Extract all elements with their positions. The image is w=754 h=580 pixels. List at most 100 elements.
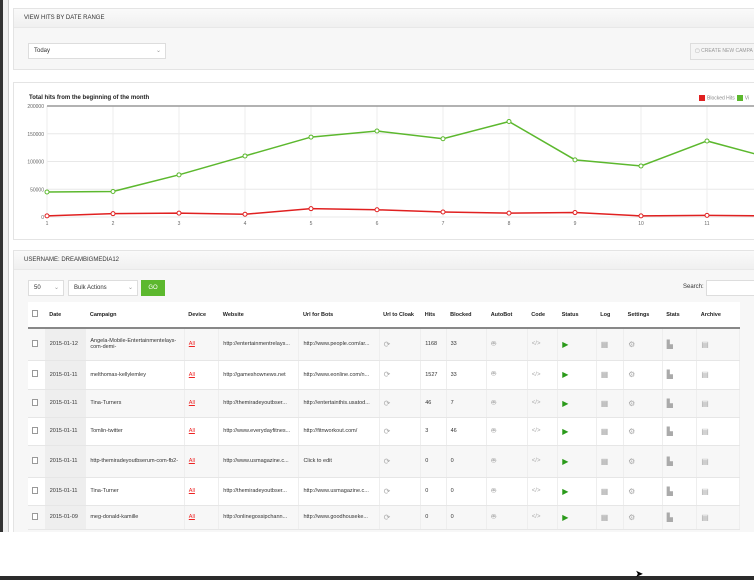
log-icon[interactable]: ▦ — [600, 456, 609, 466]
bar-chart-icon[interactable]: ▙ — [666, 486, 673, 496]
column-header[interactable]: Blocked — [446, 302, 487, 329]
refresh-icon[interactable]: ⟳ — [383, 512, 391, 522]
website-cell[interactable]: http://themiradeyoutbser... — [218, 389, 300, 418]
website-cell[interactable]: http://themiradeyoutbser... — [218, 477, 300, 506]
code-icon[interactable]: </> — [531, 341, 541, 348]
column-header[interactable]: Device — [184, 302, 219, 329]
url-bots-cell[interactable]: http://www.eonline.com/n... — [298, 360, 380, 390]
gear-icon[interactable]: ⚙ — [628, 512, 636, 522]
android-icon[interactable]: 🤖︎ — [491, 338, 496, 348]
gear-icon[interactable]: ⚙ — [628, 426, 636, 436]
android-icon[interactable]: 🤖︎ — [491, 369, 496, 378]
archive-icon[interactable]: ▤ — [701, 456, 709, 466]
go-button[interactable]: GO — [141, 280, 165, 296]
bar-chart-icon[interactable]: ▙ — [666, 456, 673, 466]
play-icon[interactable]: ▶ — [562, 398, 569, 408]
archive-icon[interactable]: ▤ — [701, 339, 709, 349]
refresh-icon[interactable]: ⟳ — [383, 426, 391, 436]
refresh-icon[interactable]: ⟳ — [383, 456, 391, 466]
android-icon[interactable]: 🤖︎ — [491, 455, 496, 465]
android-icon[interactable]: 🤖︎ — [491, 511, 496, 521]
column-header[interactable]: AutoBot — [486, 302, 528, 329]
device-link[interactable]: All — [188, 514, 195, 520]
android-icon[interactable]: 🤖︎ — [491, 425, 496, 435]
row-checkbox[interactable] — [32, 486, 38, 494]
website-cell[interactable]: http://onlinegossipchann... — [218, 505, 300, 530]
create-campaign-button[interactable]: ▢ CREATE NEW CAMPA — [690, 43, 754, 60]
column-header[interactable]: Stats — [662, 302, 697, 329]
column-header[interactable]: Settings — [623, 302, 663, 329]
gear-icon[interactable]: ⚙ — [628, 456, 636, 466]
device-link[interactable]: All — [188, 400, 195, 406]
bar-chart-icon[interactable]: ▙ — [666, 426, 673, 436]
column-header[interactable]: Url for Bots — [298, 302, 380, 329]
bulk-actions-select[interactable]: Bulk Actions ⌄ — [68, 280, 138, 296]
gear-icon[interactable]: ⚙ — [628, 370, 636, 379]
code-icon[interactable]: </> — [531, 428, 541, 434]
archive-icon[interactable]: ▤ — [701, 426, 709, 436]
url-bots-cell[interactable]: http://fitnworkout.com/ — [298, 417, 380, 446]
website-cell[interactable]: http://gameshownews.net — [218, 360, 300, 390]
campaign-cell[interactable]: melthomas-kellylemley — [85, 360, 185, 390]
campaign-cell[interactable]: http-themiradeyoutbserum-com-fb2- — [85, 445, 185, 478]
refresh-icon[interactable]: ⟳ — [383, 339, 391, 349]
log-icon[interactable]: ▦ — [600, 512, 609, 522]
device-link[interactable]: All — [188, 371, 195, 378]
url-bots-cell[interactable]: http://www.usmagazine.c... — [298, 477, 380, 506]
archive-icon[interactable]: ▤ — [701, 398, 709, 408]
column-header[interactable]: Log — [596, 302, 624, 329]
bar-chart-icon[interactable]: ▙ — [666, 398, 673, 408]
refresh-icon[interactable]: ⟳ — [383, 398, 391, 408]
archive-icon[interactable]: ▤ — [701, 486, 709, 496]
device-link[interactable]: All — [188, 488, 195, 494]
log-icon[interactable]: ▦ — [600, 426, 609, 436]
archive-icon[interactable]: ▤ — [701, 512, 709, 522]
campaign-cell[interactable]: Angela-Mobile-Entertainmentelays-com-dem… — [85, 328, 185, 361]
bar-chart-icon[interactable]: ▙ — [666, 370, 673, 379]
bar-chart-icon[interactable]: ▙ — [666, 339, 673, 349]
column-header[interactable]: Hits — [420, 302, 447, 329]
column-header[interactable]: Code — [527, 302, 558, 329]
url-bots-cell[interactable]: http://www.people.com/ar... — [298, 328, 380, 361]
column-header[interactable]: Website — [218, 302, 299, 329]
row-checkbox[interactable] — [32, 426, 38, 434]
android-icon[interactable]: 🤖︎ — [491, 397, 496, 407]
row-checkbox[interactable] — [32, 398, 38, 406]
play-icon[interactable]: ▶ — [562, 486, 569, 496]
play-icon[interactable]: ▶ — [562, 512, 569, 522]
play-icon[interactable]: ▶ — [562, 339, 569, 349]
log-icon[interactable]: ▦ — [600, 339, 609, 349]
gear-icon[interactable]: ⚙ — [628, 339, 636, 349]
per-page-select[interactable]: 50 ⌄ — [28, 280, 64, 296]
code-icon[interactable]: </> — [531, 371, 541, 378]
code-icon[interactable]: </> — [531, 488, 541, 494]
url-bots-cell[interactable]: Click to edit — [298, 445, 380, 478]
column-header[interactable]: Date — [45, 302, 86, 329]
log-icon[interactable]: ▦ — [600, 398, 609, 408]
play-icon[interactable]: ▶ — [562, 370, 569, 379]
website-cell[interactable]: http://www.everydayfitnes... — [218, 417, 300, 446]
row-checkbox[interactable] — [32, 370, 38, 377]
log-icon[interactable]: ▦ — [600, 370, 609, 379]
campaign-cell[interactable]: Tina-Turner — [85, 477, 185, 506]
column-header[interactable]: Status — [557, 302, 597, 329]
code-icon[interactable]: </> — [531, 400, 541, 406]
device-link[interactable]: All — [188, 428, 195, 434]
play-icon[interactable]: ▶ — [562, 456, 569, 466]
archive-icon[interactable]: ▤ — [701, 370, 709, 379]
gear-icon[interactable]: ⚙ — [628, 486, 636, 496]
website-cell[interactable]: http://www.usmagazine.c... — [218, 445, 300, 478]
device-link[interactable]: All — [188, 458, 195, 464]
column-header[interactable]: Url to Cloak — [379, 302, 421, 329]
column-header[interactable]: Archive — [696, 302, 740, 329]
column-header[interactable]: Campaign — [85, 302, 185, 329]
play-icon[interactable]: ▶ — [562, 426, 569, 436]
device-link[interactable]: All — [188, 341, 195, 348]
row-checkbox[interactable] — [32, 339, 38, 347]
website-cell[interactable]: http://entertainmentrelays... — [218, 328, 300, 361]
code-icon[interactable]: </> — [531, 514, 541, 520]
bar-chart-icon[interactable]: ▙ — [666, 512, 673, 522]
log-icon[interactable]: ▦ — [600, 486, 609, 496]
url-bots-cell[interactable]: http://www.goodhouseke... — [298, 505, 380, 530]
android-icon[interactable]: 🤖︎ — [491, 485, 496, 495]
